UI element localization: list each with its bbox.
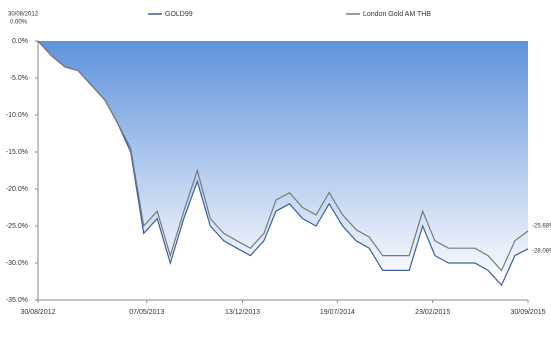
line — [37, 40, 529, 272]
annotation: -28.08% — [532, 248, 551, 254]
x-tick-label: 13/12/2013 — [225, 309, 260, 316]
y-tick-label: -20.0% — [6, 186, 28, 193]
legend-label: London Gold AM THB — [363, 11, 431, 18]
annotation: 30/08/2012 — [8, 12, 39, 18]
y-tick-label: -5.0% — [10, 75, 28, 82]
x-tick-label: 30/09/2015 — [510, 309, 545, 316]
x-tick-label: 07/05/2013 — [129, 309, 164, 316]
legend-label: GOLD99 — [165, 11, 193, 18]
y-tick-label: -35.0% — [6, 297, 28, 304]
x-tick-label: 19/07/2014 — [320, 309, 355, 316]
y-tick-label: -25.0% — [6, 223, 28, 230]
y-tick-label: -30.0% — [6, 260, 28, 267]
y-tick-label: -10.0% — [6, 112, 28, 119]
y-tick-label: -15.0% — [6, 149, 28, 156]
x-tick-label: 23/02/2015 — [415, 309, 450, 316]
y-tick-label: 0.0% — [12, 38, 28, 45]
annotation: -25.68% — [532, 224, 551, 230]
x-tick-label: 30/08/2012 — [20, 309, 55, 316]
annotation: 0.00% — [10, 20, 28, 26]
